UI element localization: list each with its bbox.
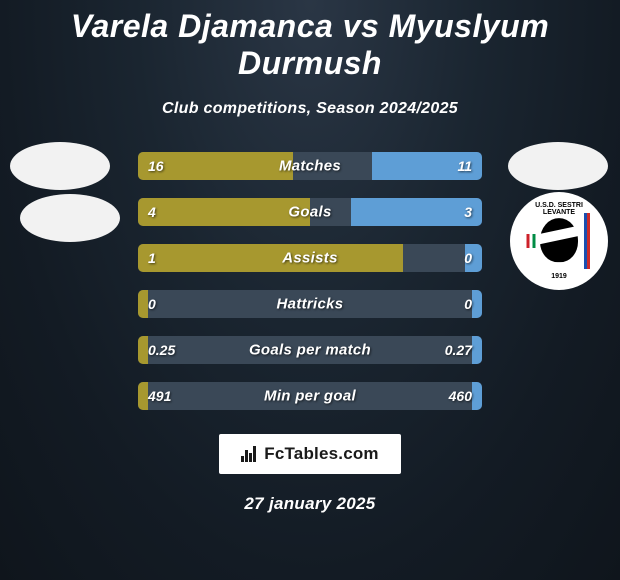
left-value: 0 [148,296,156,312]
team-logo-right-a [508,142,608,190]
left-bar [138,382,148,410]
team-logo-left-a [10,142,110,190]
left-bar [138,336,148,364]
stat-label: Min per goal [138,388,482,405]
team-logo-left-b [20,194,120,242]
stat-row: 1611Matches [138,152,482,180]
team-logo-right-b: U.S.D. SESTRI LEVANTE 1919 [510,192,608,290]
right-bar [465,244,482,272]
left-value: 0.25 [148,342,175,358]
fctables-text: FcTables.com [264,444,379,464]
right-value: 460 [449,388,472,404]
right-bar [472,290,482,318]
left-bar [138,152,293,180]
stat-row: 491 460Min per goal [138,382,482,410]
date-text: 27 january 2025 [244,494,375,514]
left-bar [138,290,148,318]
page-title: Varela Djamanca vs Myuslyum Durmush [0,8,620,82]
left-bar [138,244,403,272]
stat-row: 43Goals [138,198,482,226]
stat-row: 10Assists [138,244,482,272]
flag-icon [527,234,536,248]
fctables-badge: FcTables.com [219,434,401,474]
right-bar [472,382,482,410]
stat-row: 00Hattricks [138,290,482,318]
subtitle: Club competitions, Season 2024/2025 [162,100,458,118]
stat-label: Hattricks [138,296,482,313]
right-bar [472,336,482,364]
left-value: 491 [148,388,171,404]
right-value: 0.27 [445,342,472,358]
club-year-text: 1919 [522,273,596,280]
comparison-chart: U.S.D. SESTRI LEVANTE 1919 1611Matches 43… [0,152,620,410]
right-bar [372,152,482,180]
right-bar [351,198,482,226]
bar-chart-icon [241,446,256,462]
left-bar [138,198,310,226]
stat-label: Goals per match [138,342,482,359]
club-stripe-icon [584,213,590,269]
stat-row: 0.25 0.27Goals per match [138,336,482,364]
